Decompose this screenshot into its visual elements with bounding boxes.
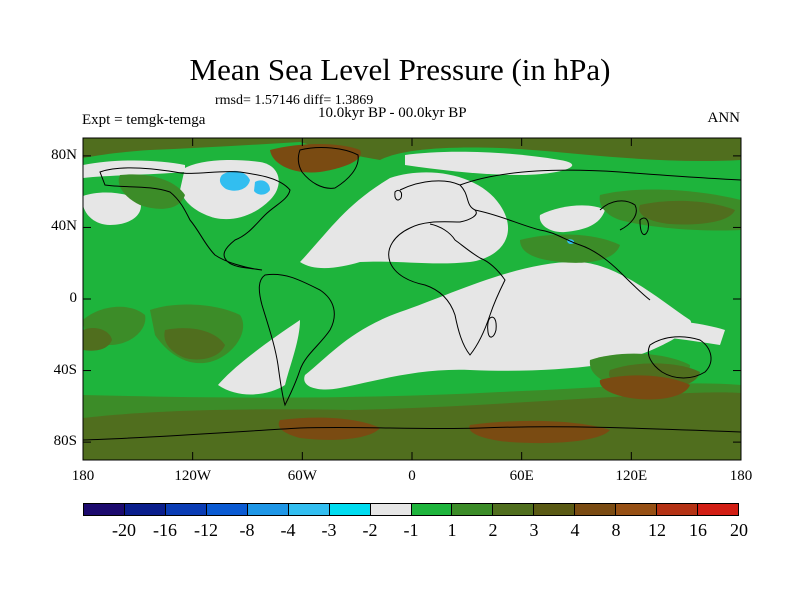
colorbar-label: -2	[362, 520, 378, 540]
longitude-label: 0	[408, 468, 416, 484]
field-grey-indian-central	[409, 299, 540, 347]
colorbar-cell	[370, 504, 412, 515]
latitude-label: 40S	[53, 361, 77, 378]
colorbar-label: -4	[280, 520, 296, 540]
colorbar-cell	[698, 504, 738, 515]
colorbar-cell	[206, 504, 248, 515]
colorbar-label: 12	[648, 520, 666, 540]
season-label: ANN	[707, 110, 741, 126]
coastline-antarctica	[82, 426, 742, 441]
coastline-asia	[459, 169, 742, 301]
colorbar-label: -1	[403, 520, 419, 540]
field-grey-west-pacific-tropics	[630, 319, 725, 345]
colorbar-cell	[411, 504, 453, 515]
coastline-japan	[639, 217, 649, 236]
colorbar-cell	[329, 504, 371, 515]
field-midgreen-south-asia	[520, 234, 620, 263]
coastline-europe-africa	[388, 180, 506, 356]
colorbar-cell	[534, 504, 576, 515]
period-label: 10.0kyr BP - 00.0kyr BP	[318, 105, 467, 121]
field-cyan-hudson	[219, 170, 250, 191]
longitude-label: 60W	[287, 468, 317, 484]
latitude-tick-marks	[83, 155, 741, 443]
field-brown-antarctic-center	[278, 417, 380, 440]
colorbar-label: 20	[730, 520, 748, 540]
colorbar-cell	[247, 504, 289, 515]
field-brown-southern-pacific-right	[599, 375, 690, 400]
longitude-label: 120W	[174, 468, 211, 484]
longitude-label: 180	[71, 468, 95, 484]
colorbar-label: 1	[447, 520, 457, 540]
colorbar-label: 3	[529, 520, 539, 540]
colorbar-cell	[452, 504, 494, 515]
chart-title: Mean Sea Level Pressure (in hPa)	[189, 52, 611, 87]
longitude-label: 180	[729, 468, 753, 484]
latitude-label: 40N	[51, 218, 77, 235]
field-olive-antarctic	[83, 392, 741, 460]
field-grey-north-pacific-left	[83, 192, 141, 225]
colorbar-label: -20	[112, 520, 136, 540]
colorbar-label: -8	[239, 520, 255, 540]
colorbar-label: 4	[570, 520, 580, 540]
field-olive-east-pacific-south	[164, 328, 225, 360]
colorbar-label: -16	[153, 520, 177, 540]
coastlines	[82, 147, 742, 441]
colorbar-cell	[165, 504, 207, 515]
coastline-australia	[647, 336, 712, 379]
field-grey-east-asia	[539, 205, 605, 233]
field-cyan-hudson-2	[254, 180, 270, 195]
stats-line: rmsd= 1.57146 diff= 1.3869	[215, 93, 374, 108]
coastline-north-america	[99, 167, 291, 271]
latitude-label: 80S	[53, 433, 77, 450]
longitude-label: 60E	[509, 468, 534, 484]
colorbar-cell	[493, 504, 535, 515]
colorbar-label: -12	[194, 520, 218, 540]
colorbar-label: 16	[689, 520, 707, 540]
colorbar-cell	[657, 504, 699, 515]
colorbar-cell	[124, 504, 166, 515]
experiment-label: Expt = temgk-temga	[82, 112, 206, 128]
coastline-britain	[394, 189, 402, 201]
colorbar-cell	[575, 504, 617, 515]
longitude-tick-marks	[82, 138, 742, 460]
colorbar-cell	[616, 504, 658, 515]
field-grey-arctic-band	[83, 160, 185, 178]
map-field	[83, 138, 741, 460]
colorbar-label: 8	[611, 520, 621, 540]
coastline-madagascar	[487, 316, 497, 338]
colorbar-label: 2	[488, 520, 498, 540]
longitude-label: 120E	[615, 468, 648, 484]
colorbar	[83, 503, 739, 516]
coastline-greenland	[297, 147, 359, 189]
coastline-south-america	[258, 273, 335, 407]
latitude-label: 80N	[51, 146, 77, 163]
field-brown-antarctic-right	[469, 420, 610, 444]
field-grey-tropical-atlantic-indian	[300, 172, 509, 269]
field-olive-arctic	[83, 138, 741, 162]
field-brown-greenland-arctic	[270, 144, 361, 173]
colorbar-label: -3	[321, 520, 337, 540]
field-midgreen-north-america	[118, 174, 185, 209]
colorbar-cell	[84, 504, 125, 515]
latitude-label: 0	[69, 290, 78, 306]
field-olive-north-pacific-right	[639, 200, 735, 225]
field-grey-arctic-right	[405, 151, 573, 175]
field-olive-west-pacific	[83, 328, 112, 351]
colorbar-cell	[288, 504, 330, 515]
